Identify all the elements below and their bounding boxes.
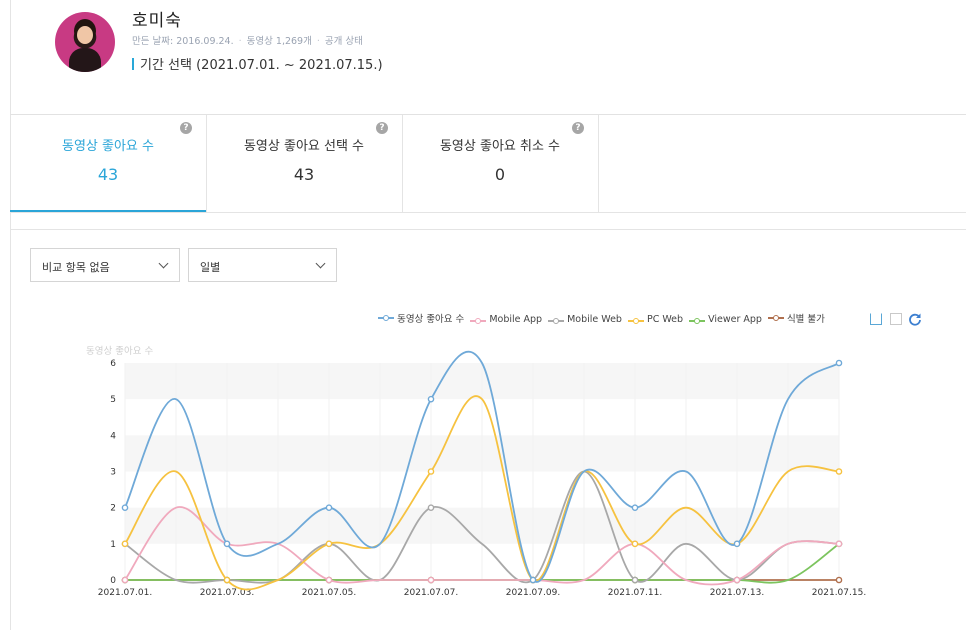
y-tick-label: 4	[110, 431, 116, 441]
compare-select[interactable]: 비교 항목 없음	[30, 248, 180, 282]
compare-select-value: 비교 항목 없음	[42, 261, 110, 274]
video-count: 동영상 1,269개	[246, 36, 312, 47]
data-point	[427, 468, 435, 475]
channel-meta: 만든 날짜: 2016.09.24. · 동영상 1,269개 · 공개 상태	[132, 36, 363, 47]
legend-label: PC Web	[646, 314, 684, 325]
channel-name: 호미숙	[132, 11, 182, 31]
tab-label: 동영상 좋아요 선택 수	[243, 139, 365, 154]
divider	[10, 229, 966, 230]
data-point	[325, 576, 333, 584]
x-tick-label: 2021.07.01.	[98, 588, 152, 598]
tab-label: 동영상 좋아요 수	[62, 139, 154, 154]
tab-count: 43	[293, 165, 315, 184]
legend-label: Viewer App	[708, 314, 762, 325]
data-point	[427, 395, 435, 403]
tab-label: 동영상 좋아요 취소 수	[439, 139, 561, 154]
x-tick-label: 2021.07.15.	[812, 588, 866, 598]
tab-count: 0	[494, 165, 506, 184]
legend-label: 식별 불가	[786, 314, 825, 325]
x-tick-label: 2021.07.09.	[506, 588, 560, 598]
data-point	[835, 359, 843, 367]
zoom-reset-icon[interactable]	[890, 313, 902, 325]
tab-video-likes-cancelled[interactable]: ? 동영상 좋아요 취소 수 0	[402, 115, 599, 212]
legend-item[interactable]: Mobile App	[470, 314, 542, 325]
period-unit-value: 일별	[200, 261, 221, 274]
data-point	[733, 576, 741, 584]
x-tick-label: 2021.07.07.	[404, 588, 458, 598]
y-tick-label: 3	[110, 468, 116, 478]
data-point	[631, 540, 639, 548]
y-tick-label: 0	[110, 576, 116, 586]
series-line	[124, 350, 840, 583]
help-icon[interactable]: ?	[180, 122, 192, 134]
y-tick-label: 1	[110, 540, 116, 550]
chevron-down-icon	[315, 258, 326, 269]
avatar[interactable]	[55, 12, 115, 72]
legend-label: Mobile Web	[567, 314, 622, 325]
help-icon[interactable]: ?	[376, 122, 388, 134]
data-point	[529, 576, 537, 584]
visibility-status: 공개 상태	[324, 36, 363, 47]
data-point	[631, 576, 639, 584]
data-point	[325, 540, 333, 548]
data-point	[121, 576, 129, 584]
data-point	[325, 504, 333, 511]
data-point	[631, 504, 639, 511]
y-tick-label: 6	[110, 359, 116, 369]
help-icon[interactable]: ?	[572, 122, 584, 134]
chart-legend: 동영상 좋아요 수 Mobile App Mobile Web PC Web Viewe…	[0, 311, 966, 325]
series-line	[124, 395, 840, 591]
data-point	[427, 576, 435, 584]
tab-count: 43	[97, 165, 119, 184]
series-line	[124, 470, 840, 584]
data-point	[835, 576, 843, 584]
period-label: 기간 선택 (2021.07.01. ~ 2021.07.15.)	[140, 58, 383, 73]
data-point	[121, 540, 129, 548]
legend-item[interactable]: PC Web	[627, 314, 684, 325]
period-selector[interactable]: 기간 선택 (2021.07.01. ~ 2021.07.15.)	[132, 54, 383, 73]
legend-item[interactable]: Viewer App	[689, 314, 762, 325]
period-accent-bar	[132, 58, 134, 70]
x-tick-label: 2021.07.03.	[200, 588, 254, 598]
data-point	[223, 540, 231, 548]
y-axis-label: 동영상 좋아요 수	[86, 346, 154, 357]
created-date: 만든 날짜: 2016.09.24.	[132, 36, 234, 47]
data-point	[121, 504, 129, 511]
data-point	[223, 576, 231, 584]
x-tick-label: 2021.07.05.	[302, 588, 356, 598]
legend-label: 동영상 좋아요 수	[397, 314, 465, 325]
zoom-icon[interactable]	[870, 313, 882, 325]
legend-item[interactable]: Mobile Web	[548, 314, 622, 325]
tab-video-likes[interactable]: ? 동영상 좋아요 수 43	[10, 115, 207, 213]
data-point	[835, 540, 843, 548]
x-tick-label: 2021.07.11.	[608, 588, 662, 598]
y-tick-label: 2	[110, 504, 116, 514]
legend-label: Mobile App	[489, 314, 543, 325]
data-point	[835, 468, 843, 475]
metric-tabs: ? 동영상 좋아요 수 43 ? 동영상 좋아요 선택 수 43 ? 동영상 좋…	[10, 115, 966, 213]
divider	[10, 114, 966, 115]
divider	[10, 212, 966, 213]
tab-video-likes-selected[interactable]: ? 동영상 좋아요 선택 수 43	[206, 115, 403, 212]
data-point	[733, 540, 741, 548]
period-unit-select[interactable]: 일별	[188, 248, 337, 282]
refresh-icon[interactable]	[908, 312, 922, 326]
chevron-down-icon	[158, 258, 169, 269]
legend-item[interactable]: 식별 불가	[767, 311, 825, 325]
y-tick-label: 5	[110, 395, 116, 405]
data-point	[427, 504, 435, 511]
legend-item[interactable]: 동영상 좋아요 수	[378, 311, 464, 325]
x-tick-label: 2021.07.13.	[710, 588, 764, 598]
page-left-border	[10, 0, 11, 630]
likes-line-chart: 0 1 2 3 4 5 6 2021.07.01. 2021.07.03. 2021.07.05.…	[98, 350, 866, 598]
channel-profile: 호미숙 만든 날짜: 2016.09.24. · 동영상 1,269개 · 공개 상태 …	[10, 0, 966, 114]
